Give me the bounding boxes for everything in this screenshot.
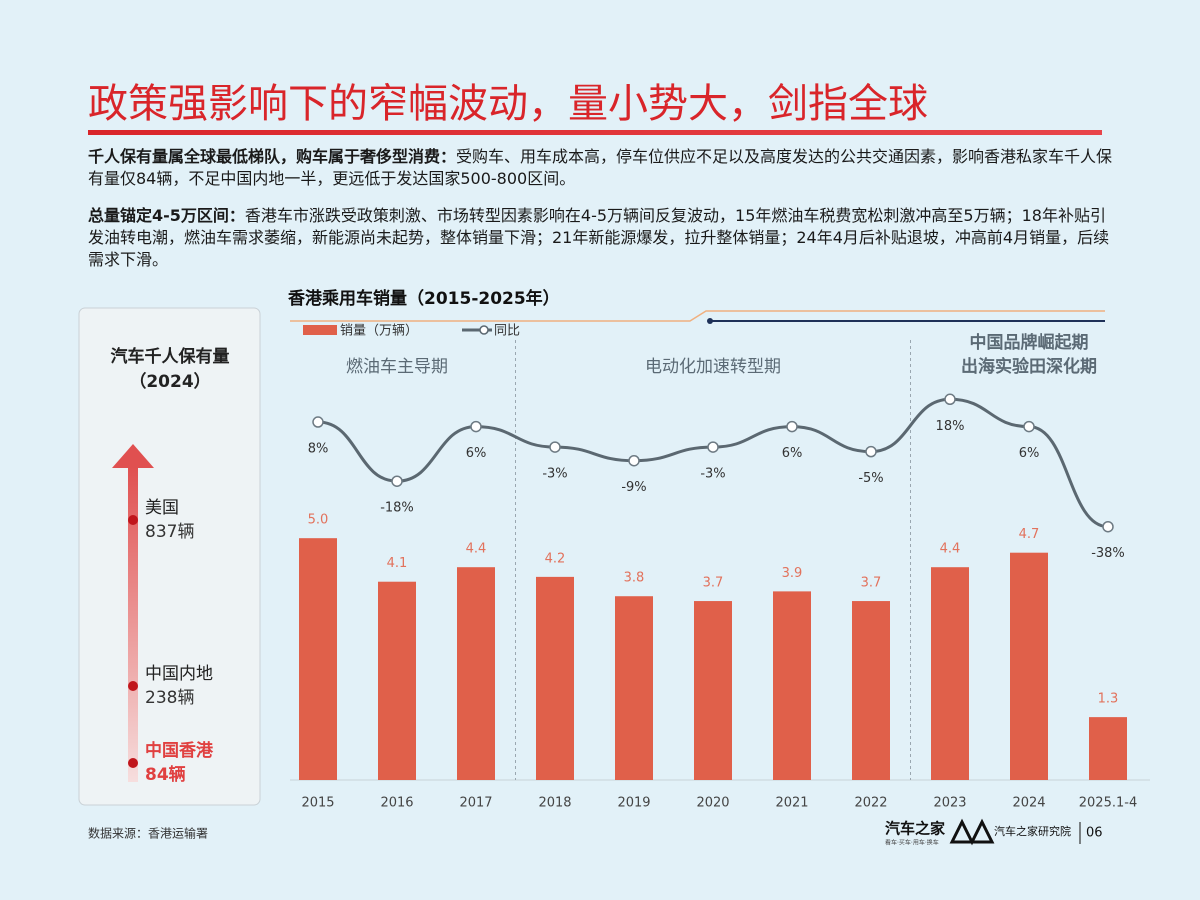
yoy-value-label: -5% (858, 471, 883, 486)
paragraph-text: 香港车市涨跌受政策刺激、市场转型因素影响在4-5万辆间反复波动，15年燃油车税费… (88, 206, 1110, 269)
arrow-shaft (128, 466, 138, 782)
yoy-value-label: 6% (1019, 446, 1040, 461)
x-tick-label: 2019 (617, 796, 650, 811)
side-panel (78, 307, 261, 806)
decor-dot (707, 318, 713, 324)
x-tick-label: 2022 (854, 796, 887, 811)
x-tick-label: 2020 (696, 796, 729, 811)
yoy-value-label: -18% (380, 501, 414, 516)
yoy-value-label: -3% (700, 467, 725, 482)
bar (615, 596, 653, 780)
bar-value-label: 3.7 (703, 576, 724, 591)
bar-value-label: 4.4 (940, 542, 961, 557)
arrow-head (112, 444, 154, 468)
paragraph-text: 受购车、用车成本高，停车位供应不足以及高度发达的公共交通因素，影响香港私家车千人… (88, 147, 1113, 188)
phase-label: 出海实验田深化期 (961, 356, 1097, 377)
slide-title: 政策强影响下的窄幅波动，量小势大，剑指全球 (88, 81, 928, 127)
bar (299, 538, 337, 780)
panel-title: 汽车千人保有量 (111, 346, 230, 367)
institute-logo (949, 818, 995, 846)
bar-value-label: 4.4 (466, 542, 487, 557)
page-number: 06 (1086, 826, 1103, 841)
marker-dot (128, 758, 138, 768)
title-underline (88, 130, 1102, 135)
bar (694, 601, 732, 780)
brand: 汽车之家 (885, 820, 945, 838)
yoy-point (549, 441, 561, 453)
yoy-point (628, 454, 640, 467)
decor-line (290, 310, 1105, 322)
yoy-value-label: 6% (466, 446, 487, 461)
paragraph-lead: 千人保有量属全球最低梯队，购车属于奢侈型消费： (88, 147, 457, 166)
phase-label: 电动化加速转型期 (645, 357, 781, 377)
marker-dot (128, 515, 138, 525)
yoy-point (470, 420, 482, 433)
yoy-value-label: 18% (936, 419, 965, 434)
x-tick-label: 2017 (459, 796, 492, 811)
bar (1010, 552, 1048, 780)
paragraph: 千人保有量属全球最低梯队，购车属于奢侈型消费：受购车、用车成本高，停车位供应不足… (88, 146, 1118, 190)
item-value: 837辆 (145, 522, 194, 542)
legend-label: 同比 (494, 324, 520, 339)
paragraph-lead: 总量锚定4-5万区间： (88, 206, 245, 225)
bar-value-label: 4.2 (545, 551, 566, 566)
yoy-point (1102, 520, 1114, 533)
yoy-value-label: -3% (542, 467, 567, 482)
x-tick-label: 2024 (1012, 796, 1045, 811)
bar (852, 601, 890, 780)
legend-swatch (303, 325, 337, 335)
chart-title: 香港乘用车销量（2015-2025年） (288, 288, 560, 309)
bar-value-label: 4.1 (387, 556, 408, 571)
yoy-line (317, 397, 1109, 529)
yoy-value-label: 8% (308, 442, 329, 457)
source: 数据来源：香港运输署 (88, 826, 208, 841)
yoy-value-label: -38% (1091, 546, 1125, 561)
yoy-point (391, 475, 403, 487)
yoy-point (944, 393, 956, 406)
item-name: 中国内地 (145, 664, 213, 684)
bar (773, 591, 811, 780)
x-tick-label: 2021 (775, 796, 808, 811)
item-value: 238辆 (145, 688, 194, 708)
yoy-point (707, 441, 719, 453)
marker-dot (128, 681, 138, 691)
phase-label: 中国品牌崛起期 (970, 332, 1089, 353)
bar-value-label: 3.7 (861, 576, 882, 591)
bar (457, 567, 495, 780)
legend-swatch (479, 325, 489, 335)
item-value: 84辆 (145, 764, 186, 785)
bar (1089, 717, 1127, 780)
paragraph: 总量锚定4-5万区间：香港车市涨跌受政策刺激、市场转型因素影响在4-5万辆间反复… (88, 205, 1118, 271)
yoy-value-label: 6% (782, 446, 803, 461)
bar-value-label: 3.9 (782, 566, 803, 581)
panel-subtitle: （2024） (129, 371, 210, 392)
bar (378, 581, 416, 780)
bar-value-label: 3.8 (624, 571, 645, 586)
yoy-value-label: -9% (621, 480, 646, 495)
brand-slogan: 看车·买车·用车·换车 (885, 839, 939, 847)
item-name: 美国 (145, 498, 179, 518)
bar-value-label: 4.7 (1019, 527, 1040, 542)
bar (536, 576, 574, 780)
bar-value-label: 1.3 (1098, 692, 1119, 707)
yoy-point (786, 420, 798, 433)
yoy-point (312, 416, 324, 428)
x-tick-label: 2015 (301, 796, 334, 811)
phase-label: 燃油车主导期 (346, 357, 448, 377)
yoy-point (1023, 420, 1035, 433)
bar-value-label: 5.0 (308, 513, 329, 528)
legend-label: 销量（万辆） (340, 324, 418, 339)
x-tick-label: 2018 (538, 796, 571, 811)
yoy-point (865, 445, 877, 458)
institute: 汽车之家研究院 (994, 824, 1071, 838)
x-tick-label: 2023 (933, 796, 966, 811)
x-tick-label: 2025.1-4 (1079, 796, 1137, 811)
x-tick-label: 2016 (380, 796, 413, 811)
item-name: 中国香港 (145, 740, 214, 761)
bar (931, 567, 969, 780)
